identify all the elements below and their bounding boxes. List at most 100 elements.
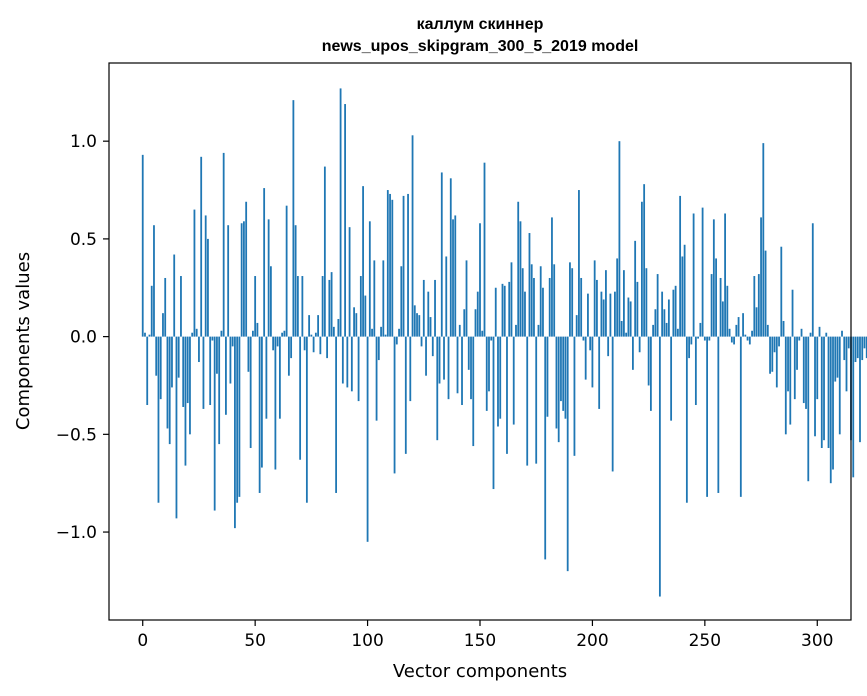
y-tick-label: 0.5 (70, 230, 97, 250)
bar-280 (771, 336, 774, 372)
bar-293 (800, 328, 803, 337)
bar-44 (240, 223, 243, 337)
bar-260 (726, 285, 729, 337)
bar-152 (483, 162, 486, 337)
bar-273 (755, 307, 758, 337)
bar-64 (285, 205, 288, 337)
y-tick-label: −1.0 (56, 523, 97, 543)
bar-148 (474, 309, 477, 337)
bar-172 (528, 233, 531, 337)
bar-248 (699, 322, 702, 337)
bar-306 (829, 336, 832, 484)
bar-125 (422, 279, 425, 337)
bar-194 (578, 190, 580, 337)
bar-84 (330, 272, 333, 337)
bar-173 (530, 264, 533, 337)
bar-111 (391, 199, 394, 337)
bar-87 (337, 319, 340, 337)
bar-295 (805, 336, 807, 409)
bar-241 (683, 244, 686, 337)
bar-108 (384, 334, 387, 337)
bar-212 (618, 141, 621, 337)
bar-150 (479, 223, 481, 337)
bar-302 (820, 336, 823, 449)
bar-12 (168, 336, 171, 445)
bar-53 (261, 336, 263, 468)
bar-202 (596, 279, 598, 337)
bar-266 (739, 336, 742, 497)
bar-55 (265, 336, 268, 419)
bar-139 (454, 215, 457, 337)
bar-278 (766, 324, 769, 337)
bar-18 (182, 336, 185, 407)
bar-179 (544, 336, 547, 560)
bar-247 (697, 336, 699, 339)
bar-27 (202, 336, 205, 409)
bar-176 (537, 324, 540, 337)
bar-195 (580, 277, 583, 337)
bar-49 (252, 330, 254, 337)
bar-242 (685, 336, 688, 503)
x-tick-label: 250 (689, 631, 721, 651)
bar-309 (836, 336, 839, 378)
bar-218 (632, 336, 634, 370)
bar-121 (413, 305, 416, 337)
bar-255 (715, 258, 717, 337)
bar-275 (760, 217, 762, 337)
bar-265 (737, 317, 740, 337)
bar-146 (470, 336, 472, 400)
bar-59 (274, 336, 277, 470)
bar-45 (243, 221, 245, 337)
bar-236 (672, 289, 675, 337)
bar-145 (467, 336, 470, 370)
bar-114 (398, 328, 400, 337)
bar-158 (497, 336, 499, 427)
bar-268 (744, 334, 747, 337)
bar-156 (492, 336, 495, 490)
bar-31 (211, 336, 214, 341)
bar-57 (269, 266, 272, 337)
y-axis-ticks: 1.0 0.5 0.0 −0.5 −1.0 (56, 132, 109, 543)
bar-141 (458, 324, 461, 337)
bar-26 (200, 156, 203, 337)
bar-58 (272, 336, 275, 351)
bar-254 (712, 219, 715, 337)
bar-13 (171, 336, 173, 388)
bar-201 (593, 260, 596, 337)
bar-276 (762, 143, 765, 337)
x-tick-label: 150 (464, 631, 496, 651)
bar-66 (290, 336, 293, 359)
bar-297 (809, 332, 812, 337)
bar-159 (499, 336, 502, 419)
bar-228 (654, 309, 657, 337)
bar-117 (404, 336, 407, 454)
x-tick-label: 50 (244, 631, 266, 651)
bar-0 (141, 154, 144, 337)
bar-82 (326, 336, 328, 359)
bar-8 (159, 336, 162, 400)
bar-192 (573, 336, 576, 456)
bar-177 (539, 266, 542, 337)
bar-289 (791, 289, 794, 337)
bar-30 (209, 336, 212, 406)
bar-74 (308, 315, 311, 337)
bar-40 (231, 336, 234, 347)
bar-127 (427, 291, 430, 337)
bar-243 (688, 336, 691, 359)
bar-291 (796, 336, 798, 370)
bar-104 (375, 336, 378, 421)
bar-89 (341, 336, 344, 384)
bar-96 (357, 336, 360, 402)
bar-251 (706, 336, 708, 497)
bar-165 (512, 336, 515, 425)
bar-274 (757, 274, 760, 337)
bar-296 (807, 336, 810, 482)
bar-14 (173, 254, 176, 337)
bars-group (141, 88, 867, 597)
bar-286 (784, 336, 787, 435)
bar-169 (521, 268, 524, 337)
bar-267 (742, 313, 744, 337)
chart-title: каллум скиннер (417, 16, 544, 33)
bar-204 (600, 291, 603, 337)
bar-1 (144, 332, 146, 337)
